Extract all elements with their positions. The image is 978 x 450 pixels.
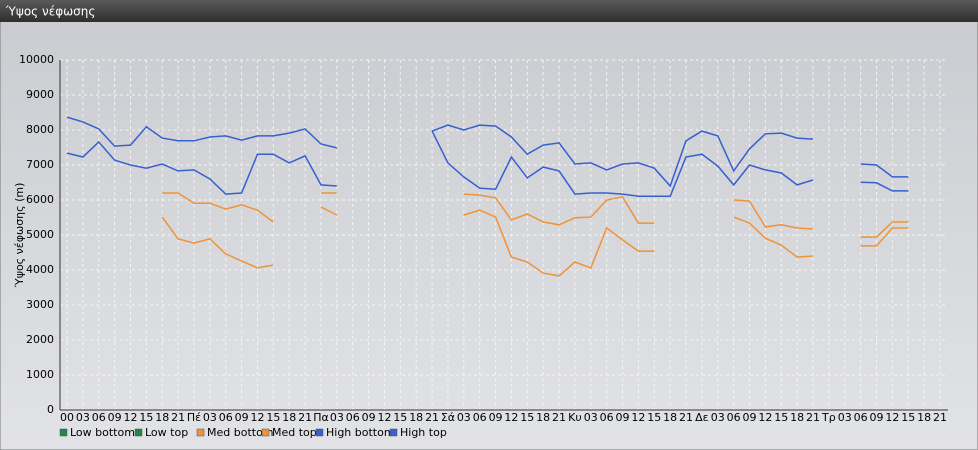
series-line	[162, 192, 909, 238]
x-tick-label: 12	[123, 411, 137, 424]
legend-label: High bottom	[326, 426, 395, 439]
x-tick-label: Πα	[313, 411, 329, 424]
x-tick-label: 09	[743, 411, 757, 424]
legend-label: Low bottom	[70, 426, 135, 439]
x-tick-label: 18	[282, 411, 296, 424]
x-tick-label: 09	[108, 411, 122, 424]
x-tick-label: 12	[758, 411, 772, 424]
legend-marker	[389, 428, 398, 437]
legend-marker	[261, 428, 270, 437]
x-tick-label: 18	[663, 411, 677, 424]
x-tick-label: Δε	[695, 411, 709, 424]
x-tick-label: 09	[616, 411, 630, 424]
x-tick-label: 21	[552, 411, 566, 424]
y-tick-label: 6000	[26, 193, 54, 206]
x-tick-label: 15	[774, 411, 788, 424]
x-tick-label: 03	[330, 411, 344, 424]
x-tick-label: 18	[155, 411, 169, 424]
x-tick-label: 18	[409, 411, 423, 424]
y-tick-label: 0	[47, 403, 54, 416]
legend-label: Low top	[145, 426, 188, 439]
y-tick-label: 4000	[26, 263, 54, 276]
x-tick-label: 12	[377, 411, 391, 424]
x-tick-label: 00	[60, 411, 74, 424]
x-tick-label: 15	[266, 411, 280, 424]
y-tick-label: 9000	[26, 88, 54, 101]
x-tick-label: 06	[600, 411, 614, 424]
x-tick-label: 03	[76, 411, 90, 424]
x-tick-label: 06	[219, 411, 233, 424]
series-line	[66, 116, 909, 188]
y-tick-label: 5000	[26, 228, 54, 241]
x-tick-label: 15	[393, 411, 407, 424]
x-tick-label: 21	[933, 411, 947, 424]
y-tick-label: 1000	[26, 368, 54, 381]
x-tick-label: 18	[790, 411, 804, 424]
legend-label: Med top	[272, 426, 317, 439]
header	[0, 0, 978, 22]
x-tick-label: 03	[203, 411, 217, 424]
x-tick-label: 18	[536, 411, 550, 424]
legend-marker	[196, 428, 205, 437]
x-tick-label: 03	[838, 411, 852, 424]
x-tick-label: 21	[679, 411, 693, 424]
x-tick-label: 12	[631, 411, 645, 424]
legend-marker	[134, 428, 143, 437]
x-tick-label: 15	[139, 411, 153, 424]
series-line	[66, 130, 909, 197]
y-axis-label: Ύψος νέφωσης (m)	[13, 183, 26, 289]
x-tick-label: 21	[171, 411, 185, 424]
x-tick-label: 06	[473, 411, 487, 424]
x-tick-label: Κυ	[568, 411, 582, 424]
y-tick-label: 2000	[26, 333, 54, 346]
x-tick-label: 09	[235, 411, 249, 424]
series-line	[161, 206, 909, 277]
x-tick-label: 15	[520, 411, 534, 424]
legend-label: Med bottom	[207, 426, 274, 439]
chart-title: Ύψος νέφωσης	[5, 5, 95, 19]
x-tick-label: 06	[346, 411, 360, 424]
x-tick-label: 03	[584, 411, 598, 424]
x-tick-label: 18	[917, 411, 931, 424]
x-tick-label: 21	[425, 411, 439, 424]
legend-marker	[315, 428, 324, 437]
x-tick-label: 06	[92, 411, 106, 424]
x-tick-label: 09	[362, 411, 376, 424]
x-tick-label: Πέ	[187, 411, 201, 424]
x-tick-label: 15	[647, 411, 661, 424]
legend-label: High top	[400, 426, 447, 439]
x-tick-label: 09	[489, 411, 503, 424]
legend-marker	[59, 428, 68, 437]
x-tick-label: 03	[711, 411, 725, 424]
x-tick-label: 15	[901, 411, 915, 424]
x-tick-label: Σά	[441, 411, 455, 424]
x-tick-label: 12	[250, 411, 264, 424]
x-tick-label: 03	[457, 411, 471, 424]
x-tick-label: 12	[504, 411, 518, 424]
x-tick-label: 09	[870, 411, 884, 424]
x-tick-label: 21	[806, 411, 820, 424]
y-tick-label: 7000	[26, 158, 54, 171]
y-tick-label: 3000	[26, 298, 54, 311]
x-tick-label: 21	[298, 411, 312, 424]
y-tick-label: 8000	[26, 123, 54, 136]
x-tick-label: 06	[727, 411, 741, 424]
y-tick-label: 10000	[19, 53, 54, 66]
x-tick-label: 12	[885, 411, 899, 424]
x-tick-label: 06	[854, 411, 868, 424]
x-tick-label: Τρ	[821, 411, 836, 424]
